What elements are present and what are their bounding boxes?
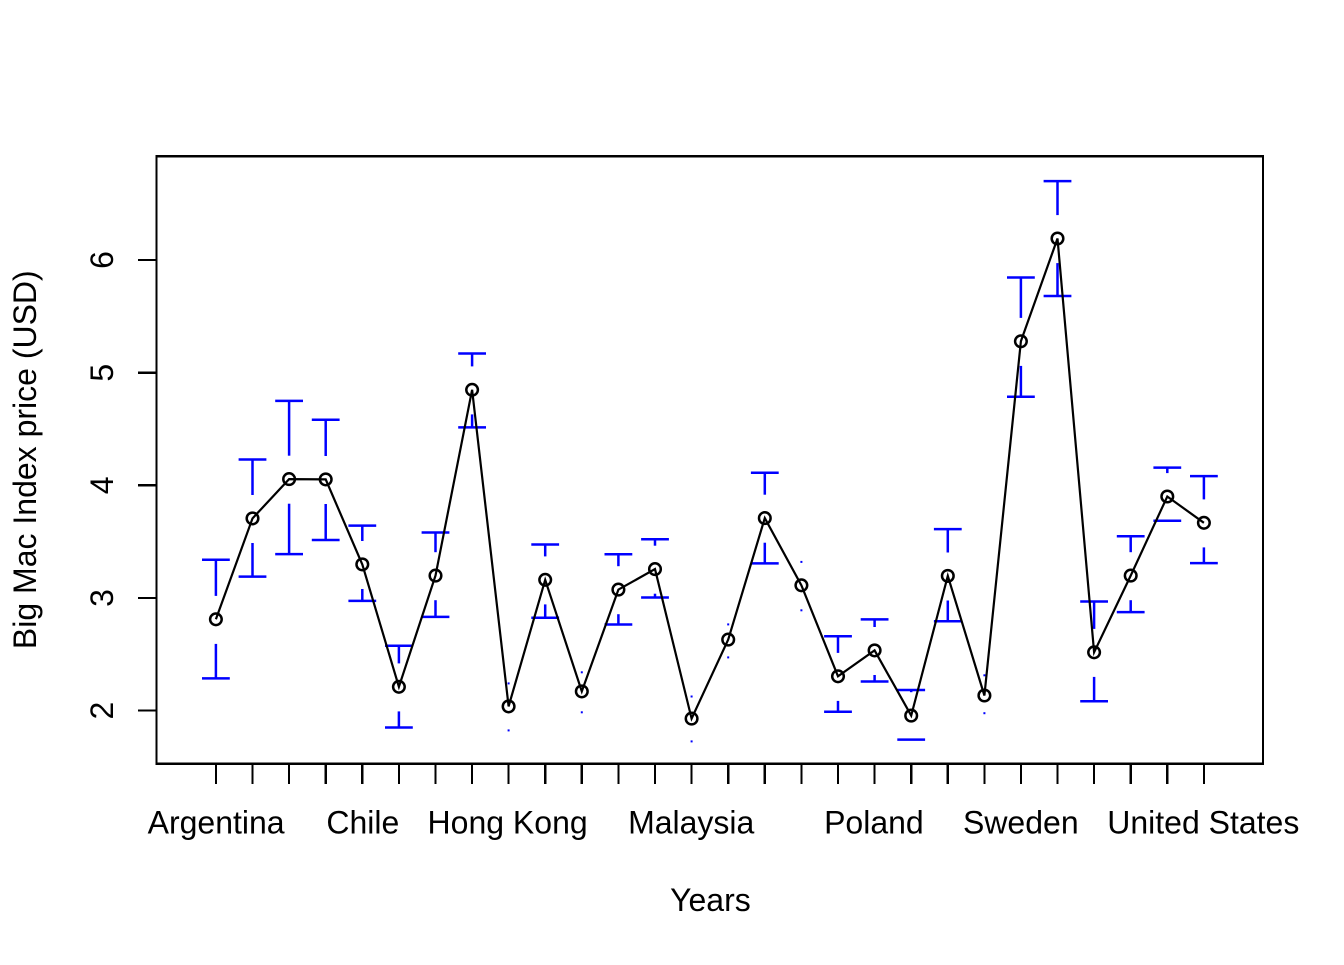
svg-text:5: 5 [84, 364, 120, 382]
svg-text:United States: United States [1107, 805, 1299, 841]
svg-text:Argentina: Argentina [148, 805, 285, 841]
svg-text:Chile: Chile [326, 805, 399, 841]
svg-text:Big Mac Index price (USD): Big Mac Index price (USD) [7, 270, 43, 649]
svg-text:3: 3 [84, 589, 120, 607]
svg-text:Malaysia: Malaysia [628, 805, 754, 841]
svg-text:2: 2 [84, 702, 120, 720]
svg-text:6: 6 [84, 251, 120, 269]
svg-text:Sweden: Sweden [963, 805, 1079, 841]
svg-text:4: 4 [84, 476, 120, 494]
svg-text:Poland: Poland [824, 805, 924, 841]
svg-text:Years: Years [670, 882, 751, 918]
svg-text:Hong Kong: Hong Kong [428, 805, 588, 841]
